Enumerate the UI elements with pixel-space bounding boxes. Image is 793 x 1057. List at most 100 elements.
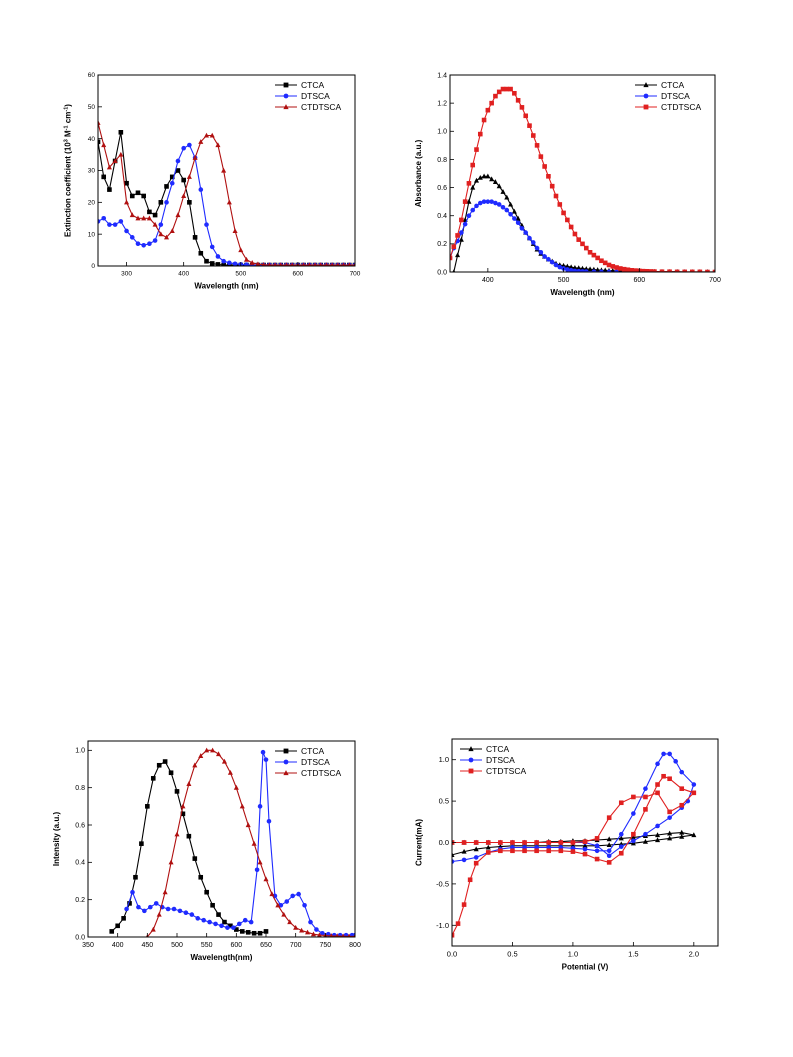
data-point-dtsca (112, 222, 118, 227)
data-point-ctdtsca (451, 244, 457, 249)
data-point-dtsca (244, 262, 249, 266)
data-point-dtsca (195, 916, 201, 921)
data-point-ctdtsca (462, 199, 468, 204)
data-point-dtsca (631, 838, 636, 844)
data-point-ctdtsca (474, 147, 479, 152)
data-point-ctdtsca (192, 762, 198, 768)
data-point-dtsca (308, 919, 313, 925)
data-point-ctdtsca (257, 859, 263, 865)
data-point-ctdtsca (146, 215, 152, 221)
x-tick-label: 600 (633, 277, 645, 284)
data-point-ctdtsca (278, 262, 283, 266)
x-tick-label: 700 (350, 271, 361, 278)
data-point-dtsca (504, 207, 510, 213)
data-point-dtsca (508, 212, 513, 217)
data-point-ctca (561, 262, 567, 268)
data-point-dtsca (485, 199, 491, 204)
data-point-ctdtsca (644, 268, 650, 272)
data-point-ctca (511, 208, 517, 214)
x-tick-label: 800 (349, 942, 361, 949)
data-point-ctca (610, 267, 615, 272)
data-point-ctdtsca (316, 932, 322, 937)
data-point-ctdtsca (674, 269, 680, 272)
data-point-dtsca (165, 906, 171, 912)
data-point-ctdtsca (158, 231, 164, 237)
data-point-ctdtsca (216, 751, 222, 757)
y-tick-label: -0.5 (436, 879, 449, 888)
series-line-ctdtsca (146, 749, 355, 937)
data-point-dtsca (591, 269, 597, 272)
data-point-ctca (192, 856, 198, 861)
data-point-dtsca (673, 759, 678, 764)
data-point-ctca (150, 776, 156, 781)
data-point-ctdtsca (204, 747, 210, 753)
legend-marker (283, 759, 289, 765)
data-point-ctdtsca (599, 258, 604, 264)
data-point-dtsca (618, 831, 624, 837)
data-point-ctca (564, 263, 570, 269)
y-tick-label: 1.0 (75, 748, 85, 755)
data-point-ctca (135, 190, 141, 196)
data-point-ctdtsca (245, 822, 251, 828)
data-point-ctca (466, 198, 472, 204)
data-point-dtsca (496, 202, 502, 207)
data-point-ctdtsca (227, 769, 233, 775)
data-point-dtsca (667, 815, 672, 820)
data-point-ctca (691, 832, 697, 838)
data-point-ctdtsca (192, 155, 198, 160)
data-point-ctca (98, 139, 101, 145)
data-point-ctca (109, 929, 115, 934)
data-point-ctdtsca (129, 212, 135, 218)
data-point-ctdtsca (631, 831, 636, 837)
legend-marker (283, 748, 289, 754)
data-point-ctdtsca (141, 215, 147, 221)
data-point-ctdtsca (221, 167, 227, 173)
chart-absorbance: 400 500 600 700 0.0 0.2 0.4 0.6 0.8 1.0 1.2 1.4 Wave… (414, 72, 721, 297)
data-point-dtsca (221, 258, 226, 264)
data-point-ctdtsca (582, 839, 588, 844)
data-point-ctdtsca (226, 199, 232, 205)
data-point-ctca (618, 835, 624, 841)
data-point-ctdtsca (500, 86, 506, 92)
y-tick-label: 0.5 (439, 797, 449, 806)
data-point-dtsca (266, 818, 272, 824)
data-point-dtsca (691, 782, 697, 787)
data-point-dtsca (142, 908, 147, 914)
data-point-ctdtsca (553, 193, 559, 199)
data-point-ctca (496, 183, 502, 189)
data-point-ctdtsca (301, 262, 306, 266)
x-tick-label: 600 (292, 271, 303, 278)
data-point-ctca (452, 269, 456, 272)
y-axis-title: Extinction coefficient (103 M-1 cm-1) (64, 104, 73, 237)
data-point-ctdtsca (198, 753, 204, 759)
data-point-ctdtsca (466, 181, 472, 186)
plot-frame (87, 740, 356, 938)
data-point-ctdtsca (249, 260, 255, 265)
data-point-ctdtsca (98, 119, 101, 125)
y-tick-label: 30 (88, 168, 96, 175)
data-point-dtsca (147, 241, 152, 247)
data-point-ctdtsca (629, 268, 635, 272)
data-point-dtsca (542, 254, 547, 259)
data-point-dtsca (187, 142, 192, 148)
data-point-dtsca (557, 264, 563, 270)
data-point-dtsca (655, 761, 660, 767)
data-point-dtsca (225, 925, 230, 930)
data-point-ctca (568, 264, 574, 270)
data-point-dtsca (614, 269, 619, 272)
data-point-ctdtsca (310, 931, 316, 937)
data-point-ctdtsca (570, 849, 576, 854)
data-point-ctca (210, 902, 215, 908)
data-point-ctca (107, 187, 112, 192)
data-point-dtsca (148, 904, 153, 910)
data-point-ctca (473, 177, 480, 183)
y-tick-label: 10 (88, 231, 96, 238)
data-point-ctca (198, 250, 204, 256)
data-point-ctdtsca (455, 921, 461, 926)
data-point-dtsca (470, 207, 476, 213)
data-point-dtsca (565, 267, 570, 272)
data-point-dtsca (124, 228, 129, 234)
data-point-ctdtsca (498, 848, 503, 854)
data-point-ctca (679, 833, 685, 839)
